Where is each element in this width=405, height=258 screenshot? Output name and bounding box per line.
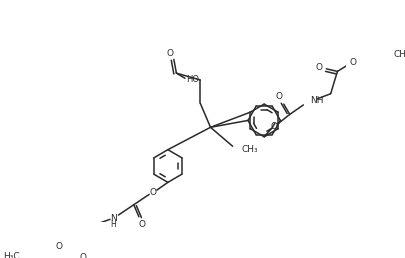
- Text: O: O: [166, 49, 173, 58]
- Text: HO: HO: [186, 76, 199, 85]
- Text: NH: NH: [309, 96, 323, 105]
- Text: O: O: [270, 122, 277, 131]
- Text: H: H: [110, 220, 116, 229]
- Text: O: O: [139, 220, 145, 229]
- Text: O: O: [149, 188, 156, 197]
- Text: CH₃: CH₃: [241, 145, 257, 154]
- Text: O: O: [275, 92, 281, 101]
- Text: N: N: [110, 214, 116, 223]
- Text: H₃C: H₃C: [3, 252, 19, 258]
- Text: O: O: [55, 241, 62, 251]
- Text: O: O: [348, 58, 356, 67]
- Text: O: O: [314, 63, 322, 72]
- Text: CH₃: CH₃: [393, 50, 405, 59]
- Text: O: O: [79, 253, 86, 258]
